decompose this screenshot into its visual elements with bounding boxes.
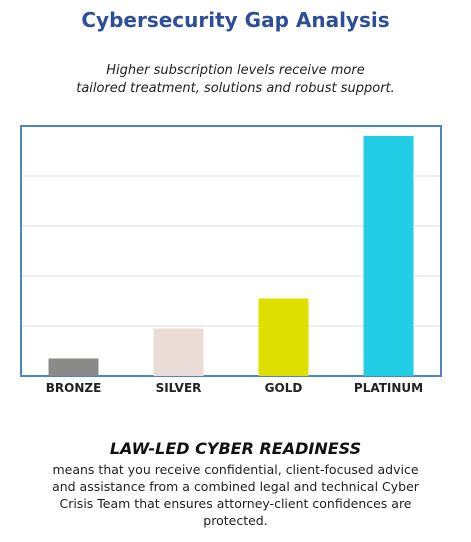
x-tick-label: GOLD <box>265 381 303 395</box>
body-line: and assistance from a combined legal and… <box>52 479 419 494</box>
subtitle-line: Higher subscription levels receive more <box>106 63 365 78</box>
body-line: Crisis Team that ensures attorney-client… <box>59 496 412 511</box>
bar-silver <box>153 328 204 376</box>
page-subtitle: Higher subscription levels receive more … <box>40 62 431 98</box>
section-heading: LAW-LED CYBER READINESS <box>109 439 362 458</box>
bar-platinum <box>363 136 414 376</box>
page-title: Cybersecurity Gap Analysis <box>81 8 390 32</box>
bar-chart: BRONZE SILVER GOLD PLATINUM <box>20 125 442 395</box>
section-body: means that you receive confidential, cli… <box>20 461 451 529</box>
body-line: protected. <box>203 513 268 528</box>
x-tick-label: BRONZE <box>46 381 102 395</box>
bar-gold <box>258 298 309 376</box>
bar-bronze <box>48 358 99 376</box>
x-tick-label: PLATINUM <box>354 381 423 395</box>
body-line: means that you receive confidential, cli… <box>52 462 419 477</box>
x-tick-label: SILVER <box>156 381 202 395</box>
subtitle-line: tailored treatment, solutions and robust… <box>76 81 395 96</box>
